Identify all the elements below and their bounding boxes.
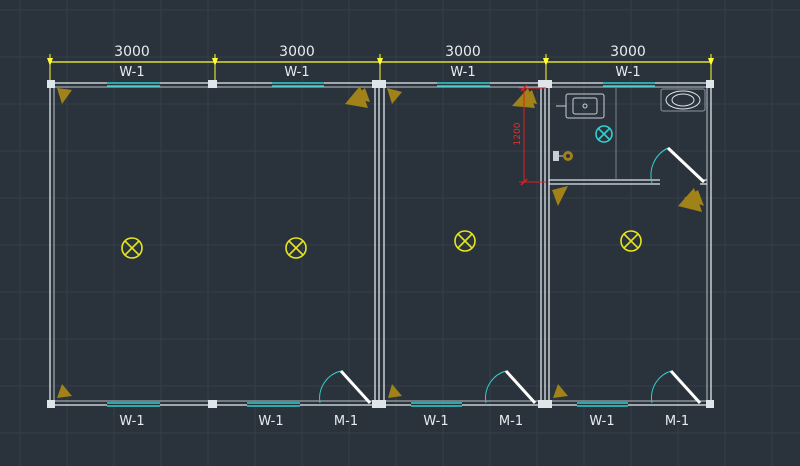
dimension-label-1: 3000 [114,44,150,60]
partition-dimension-label: 1200 [513,122,523,145]
door-tag-1: M-1 [334,414,358,429]
top-window-tags: W-1 W-1 W-1 W-1 [119,65,640,80]
bathroom-door [650,146,706,184]
door-2 [485,369,537,405]
window-tag-top-4: W-1 [615,65,640,80]
window-tag-top-2: W-1 [284,65,309,80]
bathroom-fixtures [553,88,706,161]
window-6 [247,402,300,407]
window-1 [107,82,160,87]
window-8 [577,402,628,407]
light-fixture-icon [285,237,307,259]
window-tag-top-1: W-1 [119,65,144,80]
window-4 [603,82,655,87]
windows [107,82,655,407]
shower-icon [553,151,573,161]
light-fixture-icon [454,230,476,252]
window-tag-bottom-1: W-1 [119,414,144,429]
partition-dimension: 1200 [513,84,546,186]
bottom-tags: W-1 W-1 M-1 W-1 M-1 W-1 M-1 [119,414,689,429]
window-3 [437,82,490,87]
door-tag-2: M-1 [499,414,523,429]
window-tag-top-3: W-1 [450,65,475,80]
corner-posts [47,80,714,408]
window-2 [272,82,324,87]
window-tag-bottom-2: W-1 [258,414,283,429]
door-3 [651,369,702,405]
door-1 [319,369,372,405]
window-tag-bottom-3: W-1 [423,414,448,429]
window-tag-bottom-4: W-1 [589,414,614,429]
window-7 [411,402,462,407]
door-tag-3: M-1 [665,414,689,429]
doors [319,146,706,405]
light-fixture-icon [620,230,642,252]
ceiling-lights [121,230,642,259]
wall-brackets [57,86,704,398]
window-5 [107,402,160,407]
toilet-icon [660,88,706,112]
dimension-label-2: 3000 [279,44,315,60]
dimension-label-4: 3000 [610,44,646,60]
light-fixture-icon [121,237,143,259]
interior-walls [374,83,707,405]
exhaust-fan-icon [595,125,613,143]
top-dimension-chain: 3000 3000 3000 3000 [47,44,714,80]
basin-icon [556,93,605,119]
dimension-label-3: 3000 [445,44,481,60]
